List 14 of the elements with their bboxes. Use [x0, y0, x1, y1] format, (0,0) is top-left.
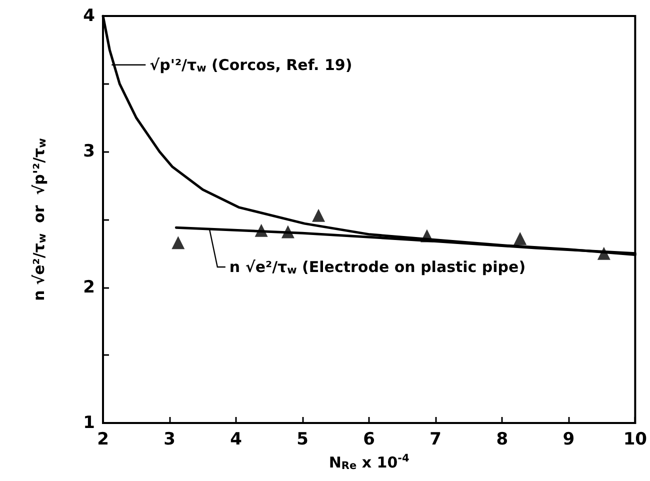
- y-tick-label: 4: [83, 6, 96, 26]
- x-tick-label: 5: [296, 430, 308, 450]
- x-tick-label: 4: [230, 430, 242, 450]
- y-tick-label: 3: [83, 142, 95, 162]
- x-tick-label: 6: [363, 430, 376, 450]
- x-tick-label: 7: [430, 430, 442, 450]
- x-tick-label: 10: [623, 430, 648, 450]
- x-tick-label: 8: [496, 430, 508, 450]
- y-tick-label: 1: [83, 413, 95, 433]
- x-tick-label: 9: [562, 430, 575, 450]
- y-axis-title: n √e²/τw or √p'²/τw: [30, 138, 48, 301]
- x-tick-label: 3: [164, 430, 176, 450]
- x-tick-label: 2: [97, 430, 109, 450]
- y-tick-label: 2: [83, 277, 95, 298]
